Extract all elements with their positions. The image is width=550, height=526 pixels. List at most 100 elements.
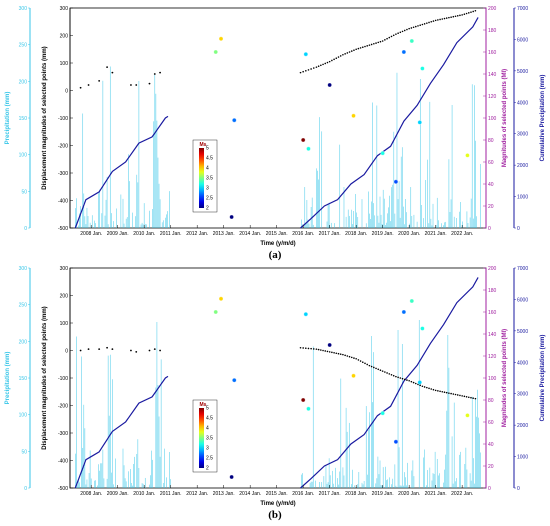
p0-disp-point [408, 27, 410, 30]
p0-event-marker-9 [380, 151, 385, 156]
p1-cum-tick-label: 1000 [517, 455, 528, 461]
p0-disp-point [419, 24, 421, 26]
p0-disp-point-early-2 [98, 79, 101, 82]
p0-colorbar-tick-label: 3 [206, 186, 209, 192]
p1-disp-point [430, 388, 433, 390]
p1-disp-point [366, 363, 369, 366]
p0-x-tick-label: 2013 Jan. [213, 231, 235, 237]
p1-disp-point-early-9 [159, 349, 161, 352]
p0-disp-point-early-4 [111, 71, 114, 74]
p0-cumulative-line-1 [300, 17, 479, 229]
p0-disp-tick-label: 200 [60, 34, 69, 40]
p1-mag-tick-label: 60 [488, 420, 494, 426]
p1-cum-tick-label: 4000 [517, 360, 528, 366]
p1-x-tick-label: 2015 Jan. [266, 491, 288, 497]
p0-disp-point [452, 15, 455, 18]
p1-disp-point-early-4 [111, 348, 114, 351]
p1-disp-point [412, 381, 415, 384]
p0-event-marker-1 [218, 36, 224, 41]
p1-disp-point [392, 374, 395, 377]
p1-x-axis-label: Time (y/m/d) [260, 501, 295, 507]
p1-disp-point [364, 362, 366, 365]
p0-cum-tick-label: 5000 [517, 69, 528, 75]
p1-disp-point [379, 369, 382, 372]
p1-disp-tick-label: -300 [58, 431, 68, 437]
p0-disp-point [307, 69, 310, 71]
p1-event-marker-15 [465, 413, 470, 418]
p0-disp-point [377, 41, 380, 44]
p0-disp-point-early-3 [106, 66, 108, 69]
p1-colorbar-title: Ms [200, 402, 207, 408]
p1-disp-point [408, 379, 410, 382]
p1-disp-point [414, 382, 417, 385]
p0-event-marker-2 [232, 118, 237, 123]
p0-disp-point [357, 47, 360, 50]
p1-disp-point [459, 394, 461, 397]
p1-colorbar-tick-label: 3.5 [206, 436, 213, 442]
p0-disp-tick-label: 100 [60, 61, 69, 67]
p0-disp-tick-label: -400 [58, 199, 68, 205]
p0-disp-point [350, 50, 353, 52]
p0-disp-point [379, 40, 382, 43]
p0-mag-tick-label: 200 [488, 6, 497, 12]
p0-x-tick-label: 2010 Jan. [133, 231, 155, 237]
p0-disp-point [421, 23, 424, 26]
p1-disp-point [375, 367, 377, 370]
p1-disp-point-early-6 [135, 350, 138, 353]
p1-disp-point [454, 393, 457, 396]
p0-disp-point [465, 12, 468, 15]
p1-event-marker-11 [401, 309, 407, 315]
p0-disp-point [317, 65, 320, 68]
p0-mag-tick-label: 40 [488, 182, 494, 188]
p0-mag-axis-label: Magnitudes of selected points (Ml) [502, 69, 508, 167]
p1-disp-point [386, 372, 388, 374]
p0-event-marker-8 [351, 113, 356, 118]
p0-precip-tick-label: 300 [19, 6, 28, 12]
p0-disp-tick-label: 300 [60, 6, 69, 12]
p1-disp-point [470, 396, 472, 399]
p0-disp-point [342, 53, 344, 56]
p1-disp-point [403, 378, 406, 381]
p1-cumulative-line-0 [74, 375, 169, 489]
p0-x-tick-label: 2012 Jan. [186, 231, 208, 237]
p0-disp-point-early-8 [153, 73, 156, 75]
p1-x-tick-label: 2022 Jan. [451, 491, 473, 497]
p0-event-marker-11 [401, 49, 407, 55]
p0-disp-point [386, 37, 388, 40]
p1-disp-point [395, 375, 397, 378]
p1-precip-axis-label: Precipitation (mm) [5, 352, 11, 405]
p1-cum-tick-label: 7000 [517, 266, 528, 272]
p0-colorbar-tick-label: 2 [206, 206, 209, 212]
p0-disp-axis-label: Displacement magnitudes of selected poin… [42, 46, 48, 189]
p1-event-marker-9 [380, 411, 385, 416]
p0-disp-point [410, 27, 413, 29]
p0-disp-point [459, 14, 461, 17]
p0-disp-point-early-0 [79, 86, 82, 89]
p0-disp-point [331, 59, 333, 62]
p1-disp-point [333, 351, 335, 354]
p1-event-marker-1 [218, 296, 224, 301]
p1-disp-tick-label: -400 [58, 459, 68, 465]
p1-disp-point [465, 395, 468, 398]
p1-mag-tick-label: 200 [488, 266, 497, 272]
p0-colorbar-title: Ms [200, 142, 207, 148]
p1-disp-tick-label: 300 [60, 266, 69, 272]
p1-x-tick-label: 2014 Jan. [239, 491, 261, 497]
p0-disp-point [299, 71, 302, 74]
p0-disp-point [454, 15, 457, 18]
p1-x-tick-label: 2011 Jan. [160, 491, 182, 497]
p1-disp-point [448, 392, 450, 394]
p0-colorbar-tick-label: 4 [206, 166, 209, 172]
p0-mag-tick-label: 120 [488, 94, 497, 100]
p1-x-tick-label: 2018 Jan. [345, 491, 367, 497]
p0-disp-point [359, 47, 362, 49]
p1-precip-tick-label: 150 [19, 376, 28, 382]
p1-disp-point [307, 347, 310, 350]
p0-x-tick-label: 2022 Jan. [451, 231, 473, 237]
p1-disp-point [310, 347, 312, 350]
p0-disp-point [414, 25, 417, 28]
p1-x-tick-label: 2009 Jan. [107, 491, 129, 497]
p1-colorbar [199, 408, 204, 468]
p1-disp-point [320, 349, 322, 351]
p0-disp-point [434, 19, 437, 22]
